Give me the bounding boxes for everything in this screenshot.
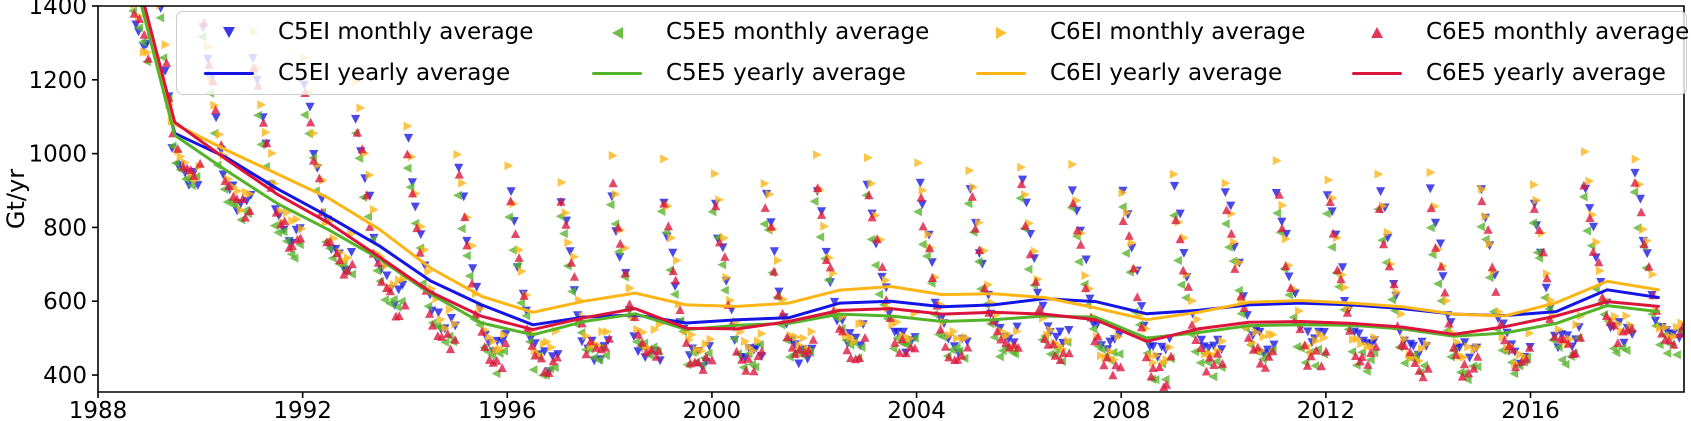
x-tick-label: 2000 bbox=[683, 398, 742, 421]
x-tick-label: 1988 bbox=[69, 398, 128, 421]
x-axis: 1988 1992 1996 2000 2004 2008 2012 2016 bbox=[69, 392, 1560, 421]
y-axis: 400 600 800 1000 1200 1400 bbox=[28, 0, 98, 389]
legend-label: C6E5 yearly average bbox=[1426, 60, 1666, 86]
c5ei-yearly-average-line bbox=[140, 6, 1660, 327]
triangle-up-icon bbox=[1371, 27, 1383, 38]
x-tick-label: 2012 bbox=[1297, 398, 1356, 421]
x-tick-label: 2004 bbox=[887, 398, 946, 421]
legend-label: C5EI monthly average bbox=[278, 19, 534, 45]
legend-label: C6EI monthly average bbox=[1050, 19, 1306, 45]
legend-swatch bbox=[581, 26, 653, 39]
legend-swatch bbox=[965, 71, 1037, 76]
legend-swatch bbox=[965, 26, 1037, 39]
legend-item-c6ei-yearly: C6EI yearly average bbox=[949, 53, 1325, 94]
y-axis-label: Gt/yr bbox=[2, 169, 30, 229]
y-tick-label: 800 bbox=[43, 215, 87, 241]
legend-item-c5ei-yearly: C5EI yearly average bbox=[177, 53, 565, 94]
y-tick-label: 1200 bbox=[28, 68, 87, 94]
legend-item-c6ei-monthly: C6EI monthly average bbox=[949, 12, 1325, 53]
line-sample-icon bbox=[976, 71, 1026, 76]
c6ei-yearly-average-line bbox=[142, 6, 1660, 322]
triangle-right-icon bbox=[995, 26, 1007, 39]
line-sample-icon bbox=[204, 71, 254, 76]
legend-swatch bbox=[581, 71, 653, 76]
legend-item-c6e5-yearly: C6E5 yearly average bbox=[1325, 53, 1689, 94]
triangle-down-icon bbox=[223, 27, 235, 38]
legend-item-c6e5-monthly: C6E5 monthly average bbox=[1325, 12, 1689, 53]
x-tick-label: 2016 bbox=[1501, 398, 1560, 421]
yearly-lines-layer bbox=[140, 6, 1660, 343]
legend-item-c5e5-yearly: C5E5 yearly average bbox=[565, 53, 949, 94]
legend-swatch bbox=[193, 71, 265, 76]
legend-swatch bbox=[193, 27, 265, 38]
legend-swatch bbox=[1341, 27, 1413, 38]
c5e5-yearly-average-line bbox=[140, 6, 1660, 340]
legend-label: C5EI yearly average bbox=[278, 60, 511, 86]
c6e5-yearly-average-line bbox=[143, 6, 1660, 343]
legend-item-c5ei-monthly: C5EI monthly average bbox=[177, 12, 565, 53]
y-tick-label: 1400 bbox=[28, 0, 87, 20]
x-tick-label: 2008 bbox=[1092, 398, 1151, 421]
legend-label: C6E5 monthly average bbox=[1426, 19, 1690, 45]
y-tick-label: 600 bbox=[43, 289, 87, 315]
line-sample-icon bbox=[1352, 71, 1402, 76]
legend: C5EI monthly average C5EI yearly average… bbox=[176, 11, 1689, 95]
legend-swatch bbox=[1341, 71, 1413, 76]
x-tick-label: 1996 bbox=[478, 398, 537, 421]
c6e5-monthly-average-points bbox=[129, 6, 1684, 391]
line-sample-icon bbox=[592, 71, 642, 76]
y-tick-label: 400 bbox=[43, 363, 87, 389]
legend-label: C5E5 yearly average bbox=[666, 60, 906, 86]
y-tick-label: 1000 bbox=[28, 142, 87, 168]
x-tick-label: 1992 bbox=[273, 398, 332, 421]
legend-label: C5E5 monthly average bbox=[666, 19, 930, 45]
legend-item-c5e5-monthly: C5E5 monthly average bbox=[565, 12, 949, 53]
triangle-left-icon bbox=[611, 26, 623, 39]
monthly-scatter-layer bbox=[128, 6, 1684, 391]
axes-spines bbox=[97, 5, 1685, 393]
legend-label: C6EI yearly average bbox=[1050, 60, 1283, 86]
